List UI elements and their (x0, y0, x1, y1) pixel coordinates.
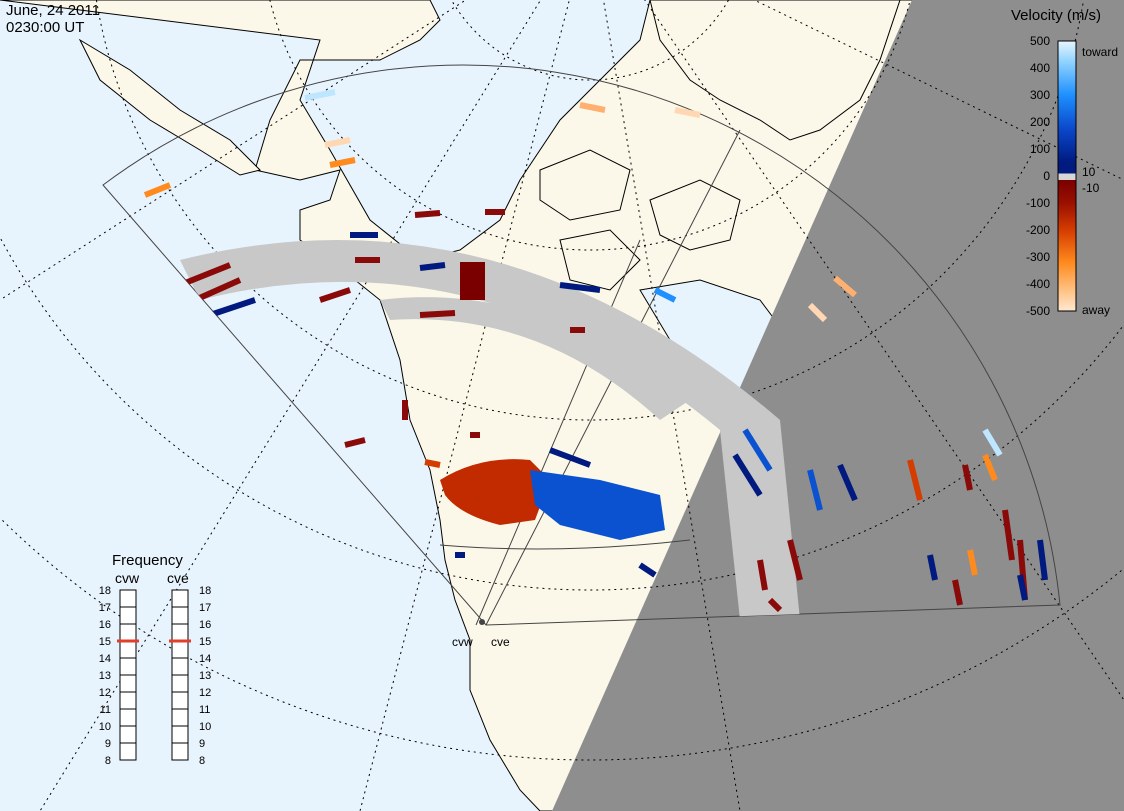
toward-label: toward (1082, 45, 1118, 59)
frequency-scale-label: 18 (99, 585, 111, 597)
alaska-peninsula (78, 38, 261, 176)
frequency-scale-label: 13 (199, 670, 211, 682)
date-label: June, 24 2011 (6, 2, 100, 19)
frequency-scale-label: 17 (99, 602, 111, 614)
frequency-scale-label: 10 (99, 721, 111, 733)
radar-label-cve: cve (491, 635, 510, 649)
colorbar-tick: 100 (1030, 142, 1050, 156)
greenland-land (649, 0, 901, 141)
frequency-scale-label: 11 (199, 704, 210, 716)
outside-echoes (143, 89, 857, 323)
frequency-scale-label: 12 (99, 687, 111, 699)
frequency-scale-label: 11 (100, 704, 111, 716)
radar-label-cvw: cvw (452, 635, 473, 649)
colorbar-ticks: 500 400 300 200 100 0 -100 -200 -300 -40… (1026, 34, 1050, 318)
colorbar-tick: -10 (1082, 181, 1100, 195)
colorbar-tick: 300 (1030, 88, 1050, 102)
colorbar-tick: 500 (1030, 34, 1050, 48)
frequency-scale-label: 18 (199, 585, 211, 597)
arctic-island-1 (539, 149, 631, 221)
colorbar-gradient (1057, 40, 1077, 312)
velocity-echoes (178, 209, 1048, 613)
arctic-island-2 (649, 179, 741, 251)
frequency-scale-label: 14 (99, 653, 111, 665)
away-label: away (1082, 303, 1110, 317)
frequency-scale-label: 9 (199, 738, 205, 750)
frequency-scale-label: 9 (105, 738, 111, 750)
time-label: 0230:00 UT (6, 19, 84, 36)
colorbar-tick: -300 (1026, 250, 1050, 264)
away-echo-patch (440, 459, 550, 525)
frequency-scale-label: 16 (199, 619, 211, 631)
frequency-scale-label: 13 (99, 670, 111, 682)
frequency-title: Frequency (112, 552, 183, 569)
frequency-scale-label: 14 (199, 653, 211, 665)
colorbar-right-labels: toward 10 -10 away (1082, 45, 1118, 317)
frequency-scale-left: 18 17 16 15 14 13 12 11 10 9 8 (99, 585, 111, 767)
frequency-scale-right: 18 17 16 15 14 13 12 11 10 9 8 (199, 585, 211, 767)
frequency-scale-label: 16 (99, 619, 111, 631)
velocity-colorbar: Velocity (m/s) 500 400 300 200 100 0 -10… (1011, 7, 1118, 318)
colorbar-tick: -500 (1026, 304, 1050, 318)
frequency-radar-right: cve (167, 570, 189, 586)
radar-site-marker (479, 619, 485, 625)
frequency-scale-label: 17 (199, 602, 211, 614)
colorbar-tick: 200 (1030, 115, 1050, 129)
ground-scatter-band (180, 240, 800, 620)
frequency-scale-label: 15 (199, 636, 211, 648)
frequency-scale-label: 8 (199, 755, 205, 767)
colorbar-tick: 10 (1082, 165, 1096, 179)
colorbar-tick: 0 (1043, 169, 1050, 183)
colorbar-tick: 400 (1030, 61, 1050, 75)
frequency-scale-label: 12 (199, 687, 211, 699)
colorbar-tick: -400 (1026, 277, 1050, 291)
frequency-scale-label: 10 (199, 721, 211, 733)
radar-sites: cvw cve (452, 619, 510, 649)
frequency-scale-label: 8 (105, 755, 111, 767)
frequency-panel: Frequency cvw cve 18 17 16 15 14 13 12 11 10 9 8 1… (99, 552, 212, 767)
toward-echo-patch (530, 470, 665, 540)
frequency-radar-left: cvw (115, 570, 140, 586)
strong-away-patch (460, 262, 485, 300)
scattered-echo-segments (178, 209, 1048, 613)
colorbar-title: Velocity (m/s) (1011, 7, 1101, 24)
colorbar-tick: -200 (1026, 223, 1050, 237)
colorbar-tick: -100 (1026, 196, 1050, 210)
frequency-scale-label: 15 (99, 636, 111, 648)
